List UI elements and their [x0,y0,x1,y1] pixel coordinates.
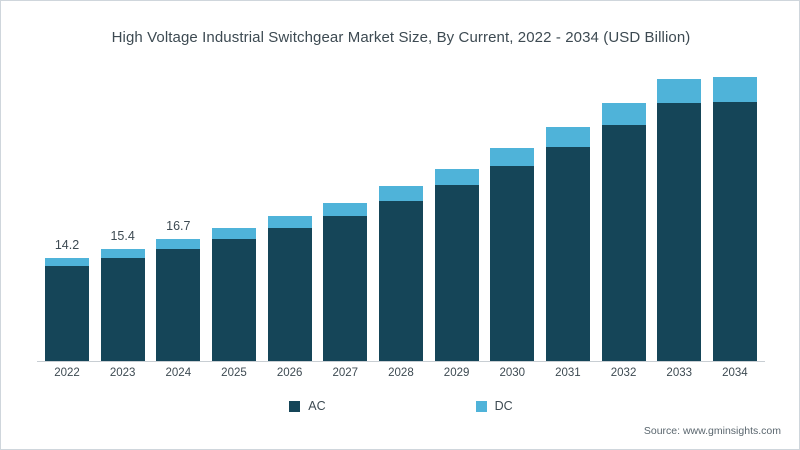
bar-segment-ac[interactable] [657,103,702,361]
x-axis-tick-label: 2034 [722,367,748,379]
bar-segment-ac[interactable] [712,102,757,361]
legend-swatch-dc [475,400,487,412]
x-axis-tick-label: 2032 [610,367,637,379]
bar-column[interactable] [267,71,312,361]
legend-swatch-ac [289,400,301,412]
bar-column[interactable] [323,71,368,361]
legend-label-ac: AC [308,399,326,413]
bar-segment-dc[interactable] [545,127,590,147]
bar-segment-ac[interactable] [490,166,535,361]
x-axis-tick-label: 2031 [555,367,581,379]
bar-column[interactable]: 16.7 [156,71,201,361]
bar-segment-ac[interactable] [156,249,201,361]
bar-segment-dc[interactable] [434,169,479,185]
bar-segment-dc[interactable] [601,103,646,125]
bar-column[interactable] [712,71,757,361]
plot-area: 14.2 15.4 16.7 [37,71,765,361]
x-axis-tick-label: 2023 [109,367,136,379]
bar-value-label: 16.7 [166,219,191,233]
bar-segment-ac[interactable] [267,228,312,361]
x-axis-tick-label: 2033 [666,367,693,379]
bar-column[interactable] [490,71,535,361]
x-axis-tick-label: 2025 [221,367,247,379]
bar-column[interactable]: 15.4 [100,71,145,361]
x-axis-tick-label: 2024 [165,367,192,379]
bar-segment-dc[interactable] [211,228,256,239]
bar-segment-ac[interactable] [601,125,646,361]
x-axis-tick-label: 2022 [54,367,80,379]
chart-legend: AC DC [1,399,800,413]
bar-segment-dc[interactable] [323,203,368,216]
bar-column[interactable] [378,71,423,361]
legend-label-dc: DC [494,399,513,413]
x-axis-tick-label: 2026 [276,367,303,379]
bar-segment-dc[interactable] [657,79,702,103]
bar-series-container: 14.2 15.4 16.7 [37,71,765,361]
bar-column[interactable] [601,71,646,361]
bar-segment-dc[interactable] [712,77,757,102]
legend-item-dc[interactable]: DC [475,399,513,413]
x-axis-line [37,361,765,362]
bar-segment-dc[interactable] [490,148,535,166]
bar-segment-ac[interactable] [211,239,256,361]
bar-column[interactable] [545,71,590,361]
x-axis-tick-label: 2027 [332,367,359,379]
bar-segment-dc[interactable] [156,239,201,249]
bar-segment-dc[interactable] [45,258,89,266]
bar-segment-ac[interactable] [45,266,89,361]
bar-segment-ac[interactable] [378,201,423,361]
bar-value-label: 14.2 [54,238,80,252]
page-title: High Voltage Industrial Switchgear Marke… [111,29,691,46]
source-attribution: Source: www.gminsights.com [643,425,781,437]
bar-segment-ac[interactable] [545,147,590,361]
x-axis-tick-label: 2028 [388,367,414,379]
legend-item-ac[interactable]: AC [289,399,326,413]
x-axis-tick-label: 2029 [443,367,470,379]
bar-segment-dc[interactable] [378,186,423,201]
bar-segment-ac[interactable] [323,216,368,361]
bar-column[interactable] [211,71,256,361]
bar-column[interactable] [434,71,479,361]
bar-value-label: 15.4 [110,229,135,243]
bar-segment-ac[interactable] [100,258,145,361]
bar-segment-dc[interactable] [267,216,312,228]
bar-segment-ac[interactable] [434,185,479,361]
x-axis-tick-labels: 2022 2023 2024 2025 2026 2027 2028 2029 2030 2031… [37,367,765,385]
bar-column[interactable]: 14.2 [45,71,89,361]
bar-column[interactable] [657,71,702,361]
bar-segment-dc[interactable] [100,249,145,258]
x-axis-tick-label: 2030 [499,367,526,379]
